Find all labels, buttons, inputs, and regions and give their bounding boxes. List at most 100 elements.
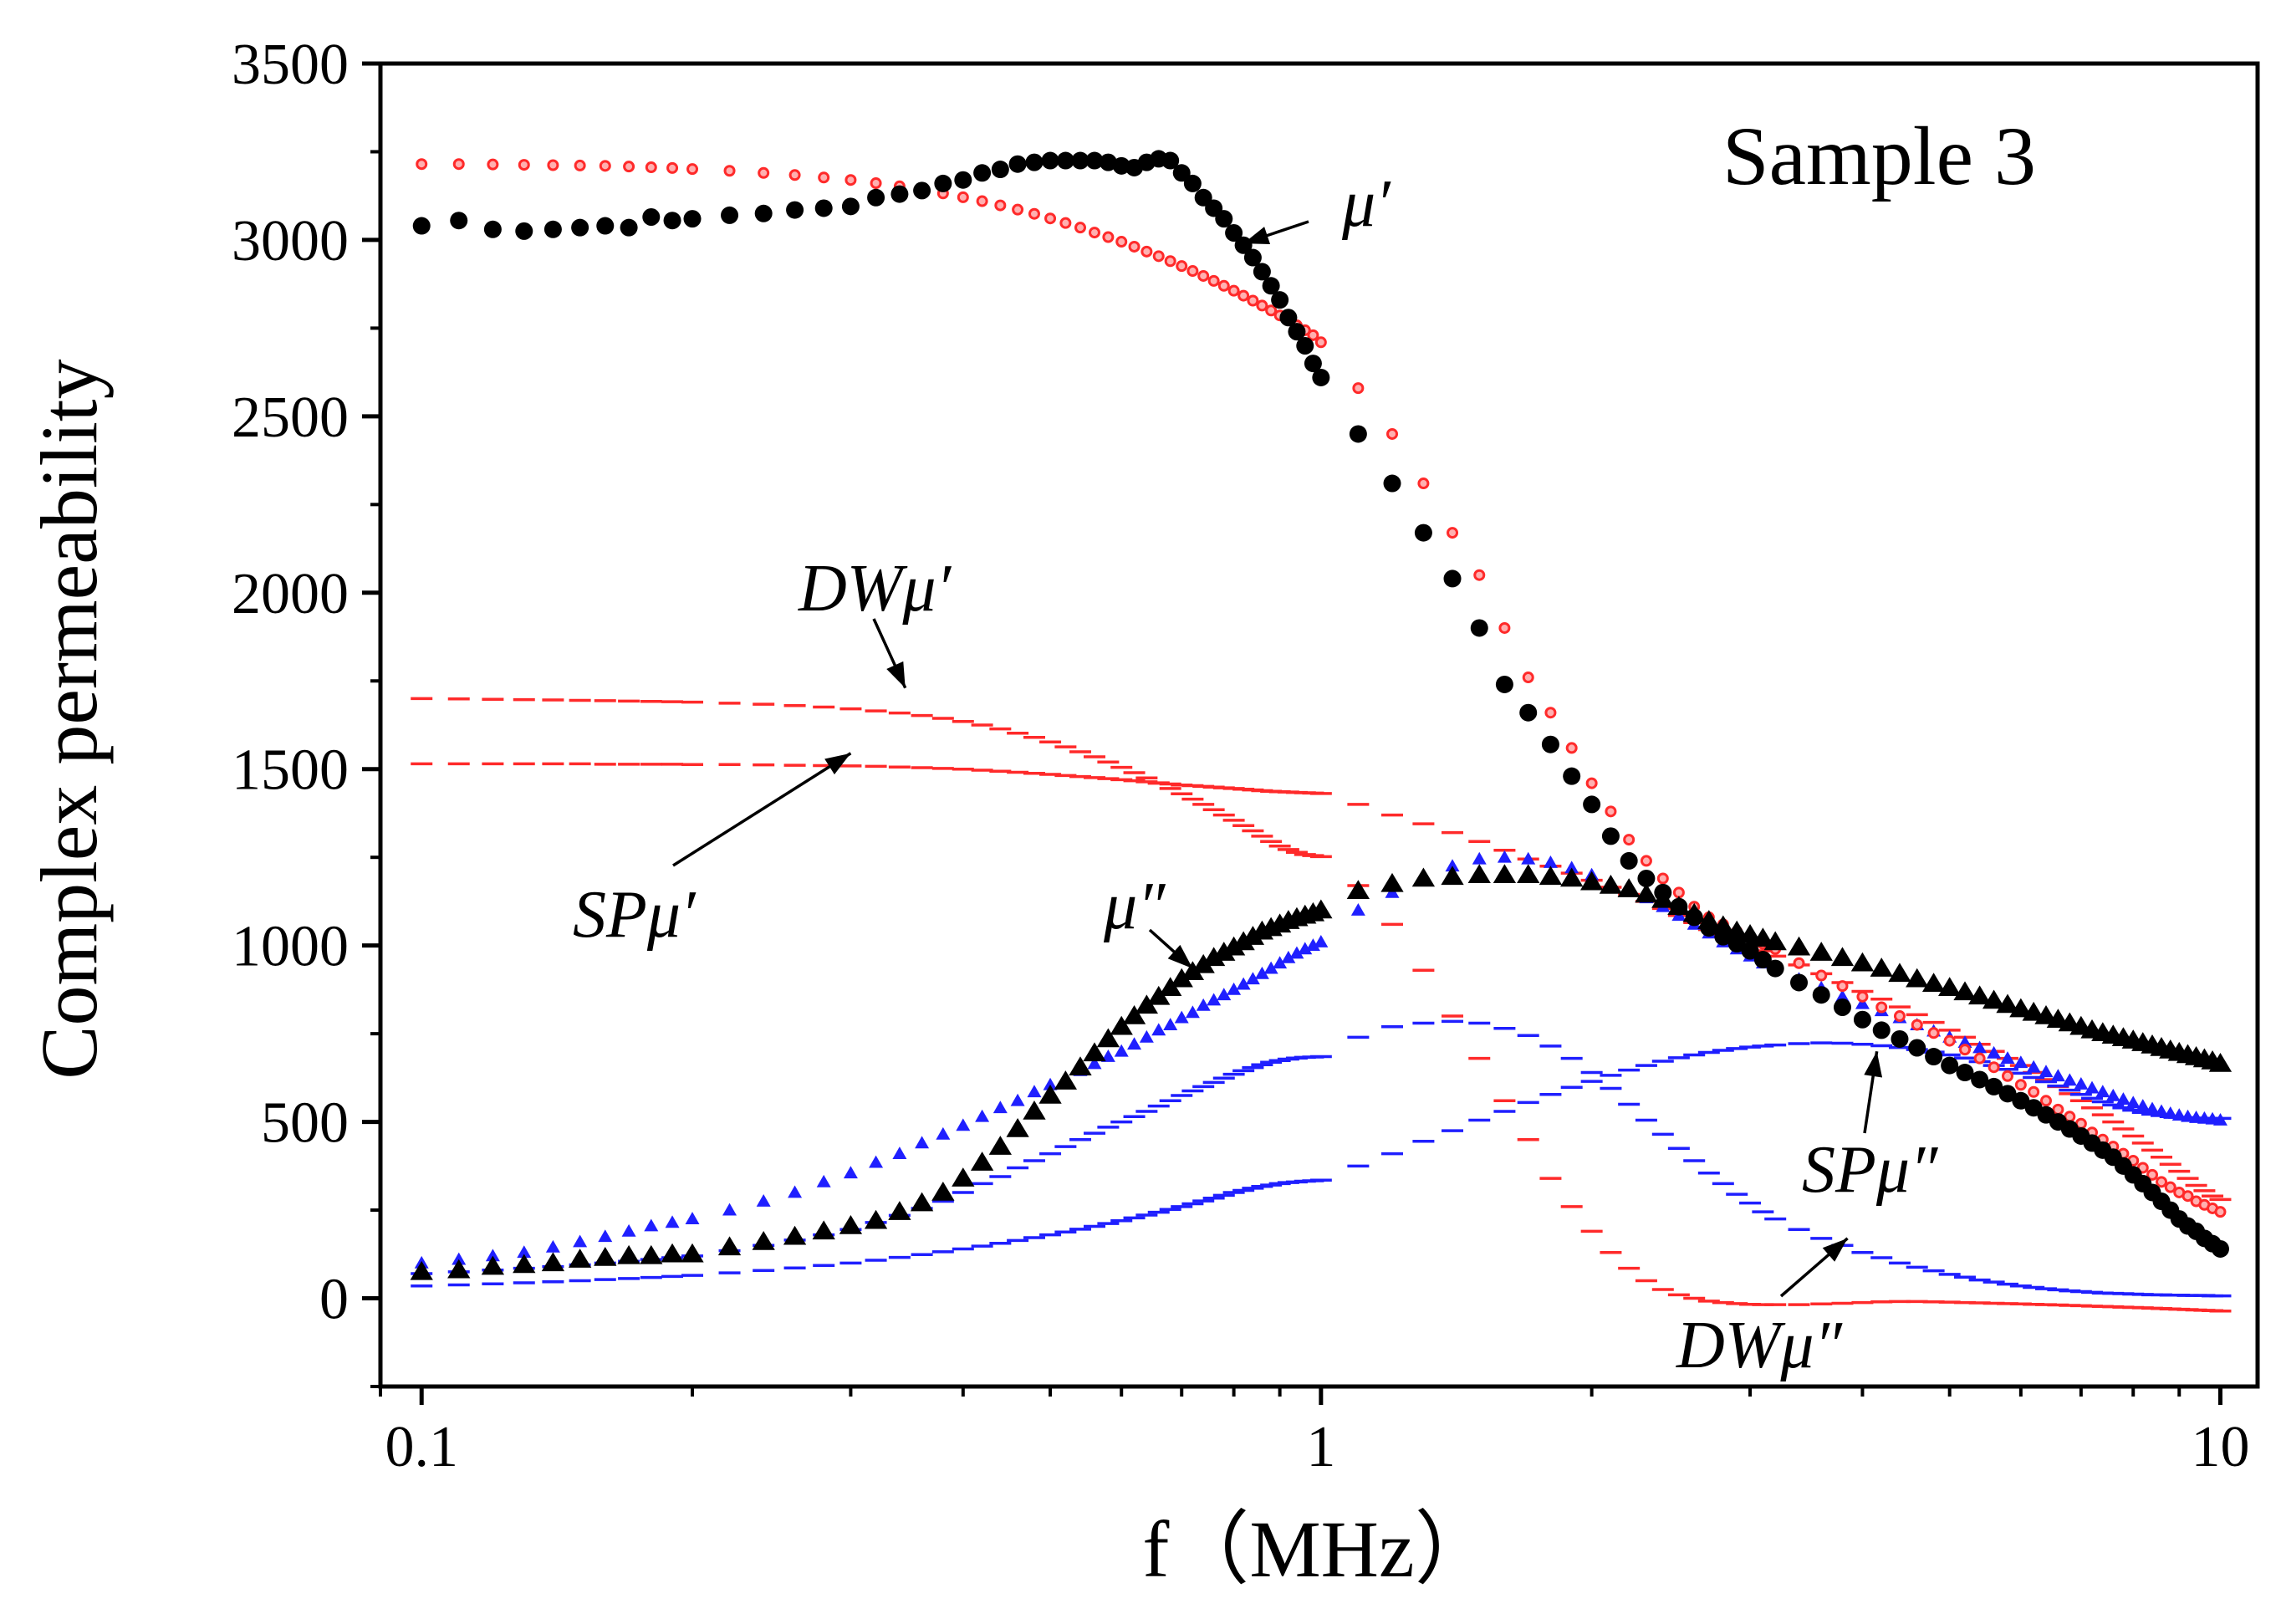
fit-mu-double-prime-point (1163, 1018, 1178, 1030)
measured-mu-prime-point (1637, 870, 1656, 888)
measured-mu-double-prime-point (1054, 1070, 1078, 1090)
fit-mu-prime-point (1417, 477, 1430, 490)
fit-mu-double-prime-point (892, 1147, 907, 1159)
fit-mu-prime-point (1314, 336, 1327, 349)
measured-mu-double-prime-point (481, 1255, 505, 1275)
measured-mu-prime-point (1985, 1077, 2003, 1095)
measured-mu-prime-point (1056, 151, 1074, 170)
measured-mu-prime-point (954, 171, 972, 189)
fit-mu-prime-point (1473, 569, 1486, 581)
fit-mu-prime-point (2214, 1206, 2227, 1218)
measured-mu-double-prime-point (640, 1244, 663, 1264)
measured-mu-prime-point (1215, 210, 1233, 228)
measured-mu-prime-point (1700, 919, 1718, 937)
data-marks (410, 150, 2233, 1313)
fit-mu-prime-point (1307, 329, 1319, 341)
fit-mu-double-prime-point (1174, 1010, 1189, 1024)
fit-mu-double-prime-point (2145, 1101, 2160, 1115)
fit-mu-prime-point (1815, 969, 1828, 982)
measured-mu-prime-point (1925, 1048, 1943, 1066)
label-sp-mu-double-prime: SPμ″ (1802, 1133, 1939, 1207)
measured-mu-double-prime-point (1996, 993, 2019, 1014)
measured-mu-prime-point (841, 197, 860, 216)
fit-mu-double-prime-point (1972, 1040, 1988, 1054)
fit-mu-double-prime-point (1281, 950, 1296, 963)
measured-mu-double-prime-point (1441, 866, 1464, 886)
fit-mu-double-prime-point (2125, 1095, 2141, 1109)
measured-mu-prime-point (1172, 164, 1191, 182)
measured-mu-prime-point (1025, 153, 1044, 171)
arrow-sp-mu-prime-head (824, 753, 851, 775)
measured-mu-double-prime-point (1309, 899, 1333, 919)
measured-mu-double-prime-point (1110, 1015, 1133, 1035)
fit-mu-double-prime-point (993, 1101, 1008, 1114)
measured-mu-prime-point (1908, 1039, 1926, 1057)
measured-mu-prime-point (1727, 935, 1746, 953)
measured-mu-prime-point (596, 217, 615, 235)
fit-mu-prime-point (666, 161, 679, 174)
fit-mu-double-prime-point (644, 1218, 659, 1232)
measured-mu-double-prime-point (1599, 874, 1623, 894)
measured-mu-prime-point (934, 174, 952, 192)
y-tick-label: 2000 (232, 562, 349, 626)
measured-mu-double-prime-point (864, 1209, 888, 1229)
label-sp-mu-prime: SPμ′ (573, 878, 697, 952)
fit-mu-prime-point (1793, 957, 1805, 969)
fit-mu-prime-point (2156, 1176, 2168, 1188)
fit-mu-prime-point (1164, 255, 1176, 268)
measured-mu-prime-point (1891, 1029, 1909, 1048)
label-mu-prime: μ′ (1341, 167, 1391, 241)
measured-mu-double-prime-point (594, 1247, 617, 1266)
fit-mu-double-prime-point (956, 1118, 971, 1131)
sample-label: Sample 3 (1722, 110, 2036, 202)
measured-mu-prime-point (1312, 368, 1330, 386)
measured-mu-prime-point (721, 206, 739, 224)
series-SP-mu-double-prime (411, 1041, 2232, 1288)
measured-mu-prime-point (1243, 248, 1262, 267)
arrow-sp-mu-double-prime-head (1864, 1051, 1883, 1078)
fit-mu-double-prime-point (1217, 988, 1232, 1001)
fit-mu-prime-point (845, 174, 857, 186)
fit-mu-double-prime-point (1289, 946, 1304, 959)
fit-mu-double-prime-point (1350, 902, 1365, 916)
fit-mu-prime-point (1959, 1044, 1972, 1056)
measured-mu-prime-point (1470, 619, 1488, 637)
y-tick-label: 2500 (232, 386, 349, 450)
fit-mu-double-prime-point (1314, 934, 1329, 947)
measured-mu-prime-point (913, 181, 931, 200)
fit-mu-prime-point (416, 158, 428, 171)
measured-mu-double-prime-point (661, 1243, 684, 1263)
measured-mu-prime-point (1383, 474, 1401, 493)
fit-mu-double-prime-point (2000, 1051, 2015, 1065)
fit-mu-double-prime-point (1263, 961, 1278, 974)
fit-mu-double-prime-point (665, 1215, 680, 1228)
measured-mu-prime-point (1443, 569, 1462, 588)
measured-mu-prime-point (1296, 336, 1314, 355)
y-tick-label: 3500 (232, 33, 349, 97)
measured-mu-prime-point (1041, 151, 1059, 170)
measured-mu-double-prime-point (1560, 867, 1584, 887)
fit-mu-prime-point (1140, 245, 1153, 258)
fit-mu-prime-point (1044, 212, 1057, 225)
fit-mu-double-prime-point (1010, 1093, 1025, 1106)
x-axis-title-text: f（MHz） (1142, 1504, 1494, 1594)
label-dw-mu-prime: DWμ′ (798, 552, 952, 626)
fit-mu-double-prime-point (485, 1249, 500, 1262)
measured-mu-double-prime-point (952, 1167, 975, 1187)
annotation-arrows (672, 220, 1883, 1298)
measured-mu-double-prime-point (1006, 1118, 1029, 1137)
fit-mu-double-prime-point (816, 1174, 831, 1187)
fit-mu-prime-point (686, 163, 699, 176)
fit-mu-prime-point (1352, 382, 1365, 395)
measured-mu-prime-point (450, 212, 468, 230)
measured-mu-prime-point (483, 220, 502, 238)
measured-mu-prime-point (1495, 675, 1513, 693)
measured-mu-double-prime-point (447, 1259, 471, 1279)
fit-mu-prime-point (957, 191, 969, 203)
measured-mu-prime-point (1288, 323, 1306, 341)
measured-mu-prime-point (1262, 277, 1280, 295)
fit-mu-prime-point (1088, 227, 1100, 239)
fit-mu-prime-point (547, 159, 559, 171)
fit-mu-prime-point (2028, 1085, 2040, 1098)
series-fit-mu-double-prime (414, 850, 2227, 1269)
